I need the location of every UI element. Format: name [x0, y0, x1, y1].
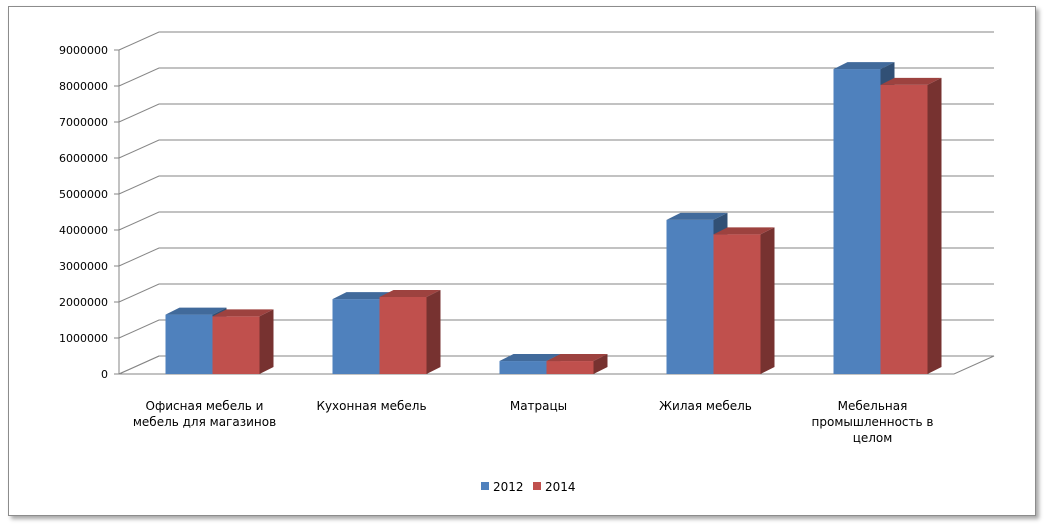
- bar-side: [426, 289, 441, 374]
- bar-front: [499, 361, 547, 374]
- legend-swatch: [481, 482, 489, 490]
- bar-side: [259, 309, 274, 374]
- bar: [546, 354, 608, 374]
- y-tick-label: 7000000: [59, 116, 108, 129]
- bar-top: [880, 77, 942, 85]
- y-axis-ticks: 0 1000000 2000000 3000000 4000000 5000000 6000…: [59, 44, 119, 381]
- bar-top: [713, 227, 775, 235]
- bar-front: [833, 69, 881, 374]
- bars: [165, 62, 942, 375]
- legend-label: 2012: [493, 480, 524, 494]
- y-tick-label: 8000000: [59, 80, 108, 93]
- x-axis-labels: Офисная мебель и мебель для магазинов Кухо…: [133, 399, 934, 445]
- bar-top: [379, 289, 441, 297]
- x-tick-label: Кухонная мебель: [316, 399, 426, 413]
- y-tick-label: 4000000: [59, 224, 108, 237]
- bar-front: [379, 296, 427, 374]
- gridlines: [118, 31, 994, 375]
- gridline: [118, 175, 994, 195]
- bar-front: [212, 316, 260, 374]
- bar-front: [332, 299, 380, 374]
- legend: 2012 2014: [481, 480, 576, 494]
- y-tick-label: 3000000: [59, 260, 108, 273]
- y-tick-label: 9000000: [59, 44, 108, 57]
- bar: [713, 227, 775, 374]
- bar: [379, 289, 441, 374]
- x-tick-label: мебель для магазинов: [133, 415, 276, 429]
- bar-top: [212, 309, 274, 317]
- gridline: [118, 31, 994, 51]
- bar: [499, 354, 561, 374]
- bar-top: [833, 62, 895, 70]
- bar-front: [165, 314, 213, 374]
- bar-side: [760, 227, 775, 374]
- bar-top: [332, 292, 394, 300]
- chart-frame: 0 1000000 2000000 3000000 4000000 5000000 6000…: [8, 6, 1036, 516]
- legend-swatch: [533, 482, 541, 490]
- y-tick-label: 1000000: [59, 332, 108, 345]
- x-tick-label: Жилая мебель: [659, 399, 752, 413]
- y-tick-label: 2000000: [59, 296, 108, 309]
- bar-front: [713, 234, 761, 374]
- bar-front: [666, 219, 714, 374]
- bar-top: [499, 354, 561, 362]
- legend-label: 2014: [545, 480, 576, 494]
- x-tick-label: целом: [853, 431, 893, 445]
- gridline: [118, 211, 994, 231]
- gridline: [118, 67, 994, 87]
- x-tick-label: Офисная мебель и: [146, 399, 264, 413]
- y-tick-label: 6000000: [59, 152, 108, 165]
- bar-side: [927, 77, 942, 375]
- x-tick-label: Матрацы: [510, 399, 567, 413]
- bar-front: [546, 361, 594, 374]
- y-tick-label: 5000000: [59, 188, 108, 201]
- bar-top: [165, 307, 227, 315]
- bar-side: [593, 354, 608, 374]
- x-tick-label: промышленность в: [812, 415, 934, 429]
- bar: [212, 309, 274, 374]
- x-tick-label: Мебельная: [838, 399, 908, 413]
- gridline: [118, 103, 994, 123]
- bar-front: [880, 84, 928, 375]
- bar-chart: 0 1000000 2000000 3000000 4000000 5000000 6000…: [59, 31, 995, 494]
- y-tick-label: 0: [101, 368, 108, 381]
- bar: [880, 77, 942, 375]
- bar-top: [546, 354, 608, 362]
- bar-top: [666, 212, 728, 220]
- gridline: [118, 139, 994, 159]
